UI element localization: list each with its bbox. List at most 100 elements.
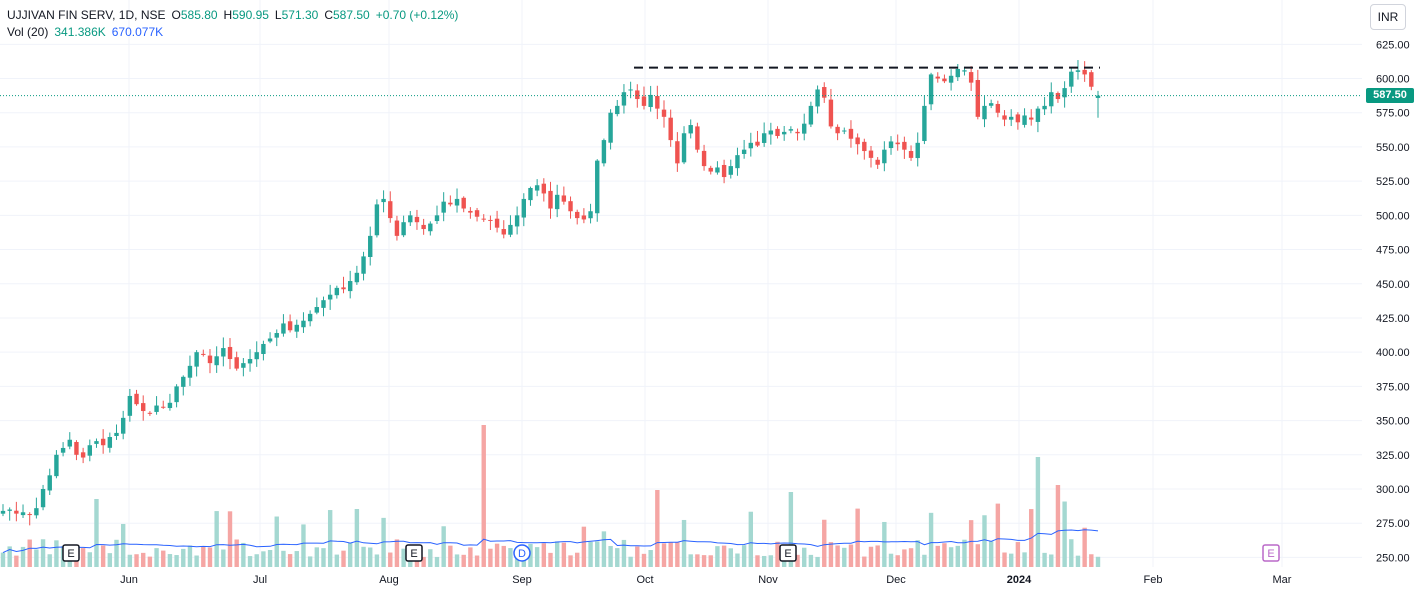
volume-bar — [835, 545, 840, 567]
time-tick-label: 2024 — [1007, 574, 1032, 586]
candle-body — [655, 95, 660, 109]
volume-bar — [541, 543, 547, 567]
volume-bar — [728, 548, 733, 567]
volume-bar — [895, 555, 900, 567]
candle-body — [902, 141, 907, 150]
volume-bar — [327, 510, 333, 567]
candle-body — [781, 131, 787, 135]
candle-body — [615, 105, 620, 115]
volume-bar — [54, 540, 59, 567]
earnings-marker[interactable]: E — [62, 544, 80, 562]
candle-body — [120, 417, 126, 434]
volume-bar — [768, 555, 774, 567]
candle-body — [895, 142, 900, 145]
volume-label[interactable]: Vol (20) — [7, 25, 49, 39]
candle-body — [581, 215, 587, 220]
volume-bar — [635, 546, 640, 567]
candle-body — [942, 78, 947, 82]
candle-body — [167, 402, 173, 409]
volume-bar — [548, 552, 553, 567]
candle-body — [47, 475, 52, 491]
candle-body — [928, 74, 934, 105]
time-tick-label: Aug — [379, 574, 399, 586]
candle-body — [835, 126, 840, 134]
volume-bar — [621, 539, 627, 567]
price-axis[interactable]: 625.00 600.00 575.00 550.00 525.00 500.00 475.… — [1376, 39, 1410, 564]
volume-bar — [274, 516, 279, 567]
volume-bar — [688, 554, 693, 567]
marker-box — [62, 544, 80, 562]
candle-body — [494, 218, 500, 228]
volume-bar — [588, 541, 593, 567]
candle-body — [181, 376, 186, 387]
volume-bar — [241, 542, 246, 567]
candle-body — [1089, 72, 1094, 87]
high-label: H — [223, 8, 233, 22]
volume-bar — [988, 541, 994, 567]
candle-body — [207, 355, 213, 364]
candle-body — [775, 128, 780, 136]
candle-body — [508, 224, 513, 235]
earnings-marker[interactable]: E — [405, 544, 423, 562]
volume-bar — [461, 554, 466, 567]
volume-bar — [735, 553, 740, 567]
candle-body — [1062, 88, 1067, 98]
volume-bar — [147, 556, 153, 567]
symbol-title[interactable]: UJJIVAN FIN SERV, 1D, NSE — [7, 8, 166, 22]
volume-bar — [234, 539, 239, 567]
candle-body — [281, 323, 286, 334]
volume-bar — [247, 556, 253, 567]
candle-body — [307, 313, 313, 322]
volume-bar — [254, 554, 259, 567]
candle-body — [368, 235, 373, 257]
volume-bar — [755, 555, 760, 567]
volume-bar — [1042, 552, 1047, 567]
candle-body — [394, 220, 400, 236]
volume-bar — [1069, 539, 1074, 567]
price-tick-label: 575.00 — [1376, 108, 1410, 120]
volume-bar — [134, 554, 139, 567]
candle-body — [514, 215, 520, 227]
time-tick-label: Dec — [886, 574, 906, 586]
candle-body — [267, 338, 273, 342]
candle-body — [1015, 114, 1021, 123]
volume-bar — [428, 549, 433, 567]
candle-body — [80, 452, 86, 458]
volume-bar — [207, 547, 213, 567]
volume-bar — [1035, 457, 1041, 567]
volume-bar — [34, 549, 39, 567]
volume-bar — [715, 546, 720, 567]
time-axis[interactable]: Jun Jul Aug Sep Oct Nov Dec 2024 Feb Mar — [120, 574, 1292, 586]
price-tick-label: 525.00 — [1376, 176, 1410, 188]
price-tick-label: 550.00 — [1376, 142, 1410, 154]
volume-bar — [1002, 552, 1007, 567]
dividend-marker[interactable]: D — [513, 544, 531, 562]
earnings-marker[interactable]: E — [779, 544, 797, 562]
candle-body — [875, 159, 880, 165]
candle-body — [915, 142, 920, 159]
volume-bar — [808, 554, 814, 567]
high-value: 590.95 — [232, 8, 269, 22]
volume-bar — [448, 545, 453, 567]
volume-ma-value: 670.077K — [111, 25, 164, 39]
candle-body — [701, 150, 707, 167]
chart-grid — [0, 0, 1362, 567]
candle-body — [648, 94, 653, 108]
volume-bar — [1009, 553, 1014, 567]
candle-body — [888, 141, 894, 149]
currency-button[interactable]: INR — [1370, 4, 1406, 30]
volume-bar — [161, 550, 166, 567]
volume-bar — [1049, 554, 1054, 567]
volume-bar — [775, 541, 780, 567]
volume-bar — [167, 554, 173, 567]
candle-body — [1055, 93, 1061, 100]
candle-body — [20, 512, 26, 516]
candle-body — [968, 72, 974, 83]
candle-body — [301, 320, 306, 328]
earnings-marker[interactable]: E — [1262, 544, 1280, 562]
price-tick-label: 250.00 — [1376, 552, 1410, 564]
price-tick-label: 475.00 — [1376, 245, 1410, 257]
candle-body — [154, 405, 159, 412]
